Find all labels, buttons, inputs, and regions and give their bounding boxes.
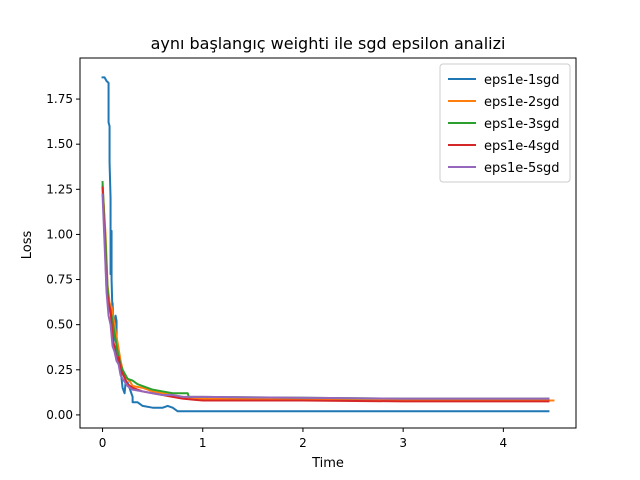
x-tick-label: 4 [500, 436, 508, 450]
y-tick-label: 1.25 [46, 182, 73, 196]
legend-label-3: eps1e-3sgd [484, 117, 560, 132]
y-axis-label: Loss [20, 231, 35, 260]
x-axis-label: Time [311, 456, 344, 471]
legend-label-5: eps1e-5sgd [484, 161, 560, 176]
legend-box [439, 63, 571, 183]
series-line-4 [101, 186, 550, 403]
x-tick-label: 3 [399, 436, 407, 450]
axes-frame [79, 57, 577, 429]
plot-area [101, 76, 555, 413]
legend-label-4: eps1e-4sgd [484, 139, 560, 154]
chart-title: aynı başlangıç weighti ile sgd epsilon a… [151, 34, 506, 53]
y-tick-label: 0.50 [46, 318, 73, 332]
legend-label-1: eps1e-1sgd [484, 73, 560, 88]
series-line-2 [101, 184, 555, 402]
y-tick-label: 0.00 [46, 408, 73, 422]
x-tick-label: 2 [299, 436, 307, 450]
y-tick-label: 0.25 [46, 363, 73, 377]
legend-label-2: eps1e-2sgd [484, 95, 560, 110]
series-line-5 [101, 193, 550, 400]
y-tick-label: 0.75 [46, 273, 73, 287]
legend: eps1e-1sgd eps1e-2sgd eps1e-3sgd eps1e-4sgd… [439, 63, 571, 183]
y-tick-label: 1.50 [46, 137, 73, 151]
axes: 0 1 2 3 4 0.00 0.25 0.50 0.75 1.00 1.25 1.50 1.75 [46, 57, 577, 450]
y-tick-label: 1.75 [46, 92, 73, 106]
y-tick-label: 1.00 [46, 227, 73, 241]
x-tick-label: 1 [199, 436, 207, 450]
x-tick-label: 0 [99, 436, 107, 450]
